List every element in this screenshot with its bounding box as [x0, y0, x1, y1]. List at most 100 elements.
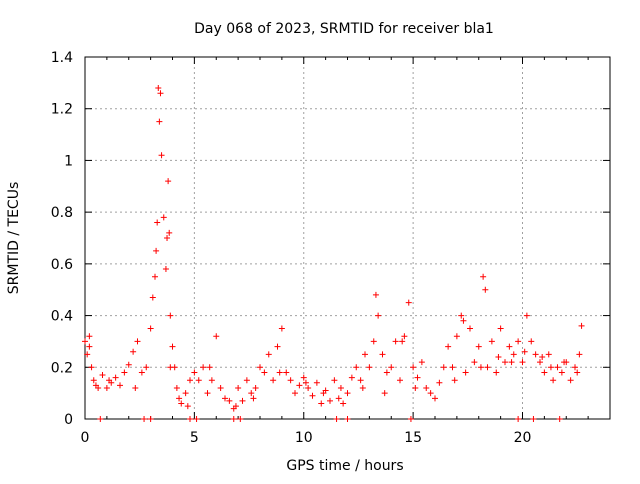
data-point — [213, 333, 220, 340]
data-point — [97, 416, 104, 422]
data-point — [475, 343, 482, 350]
data-point — [521, 348, 528, 355]
data-point — [541, 369, 548, 376]
data-point — [103, 384, 110, 391]
data-point — [86, 343, 93, 350]
data-point — [162, 266, 169, 273]
data-point — [318, 400, 325, 407]
data-point — [250, 395, 257, 402]
data-point — [399, 338, 406, 345]
data-point — [270, 377, 277, 384]
data-point — [423, 384, 430, 391]
data-point — [471, 359, 478, 366]
points-layer — [82, 85, 585, 422]
data-point — [440, 364, 447, 371]
data-point — [187, 416, 193, 422]
data-point — [388, 364, 395, 371]
data-point — [86, 333, 93, 340]
data-point — [467, 325, 473, 332]
x-tick-label: 0 — [81, 430, 90, 446]
data-point — [84, 351, 91, 358]
data-point — [462, 369, 469, 376]
x-tick-label: 10 — [295, 430, 313, 446]
data-point — [550, 377, 557, 384]
data-point — [167, 364, 174, 371]
data-point — [160, 214, 167, 221]
data-point — [436, 379, 443, 386]
data-point — [405, 299, 412, 306]
data-point — [305, 384, 312, 391]
data-point — [165, 178, 172, 185]
data-point — [574, 369, 581, 376]
data-point — [556, 416, 563, 422]
data-point — [121, 369, 128, 376]
data-point — [375, 312, 382, 319]
data-point — [204, 390, 211, 397]
data-point — [320, 390, 327, 397]
data-point — [578, 322, 585, 329]
data-point — [480, 273, 487, 280]
data-point — [558, 369, 565, 376]
data-point — [576, 351, 583, 358]
data-point — [460, 317, 467, 324]
data-point — [309, 392, 316, 399]
data-point — [99, 372, 106, 379]
data-point — [506, 343, 513, 350]
data-point — [401, 333, 408, 340]
data-point — [261, 369, 268, 376]
data-point — [169, 343, 176, 350]
data-point — [88, 364, 95, 371]
data-point — [407, 416, 414, 422]
data-point — [257, 364, 263, 371]
data-point — [191, 369, 198, 376]
data-point — [381, 390, 388, 397]
data-point — [166, 229, 173, 236]
y-tick-label: 0.2 — [51, 360, 73, 376]
data-point — [362, 351, 368, 358]
data-point — [418, 359, 425, 366]
data-point — [167, 312, 174, 319]
data-point — [292, 390, 298, 397]
data-point — [138, 369, 145, 376]
data-point — [302, 379, 309, 386]
y-tick-label: 0.8 — [51, 205, 73, 221]
data-point — [532, 351, 539, 358]
data-point — [530, 416, 537, 422]
data-point — [222, 395, 228, 402]
x-tick-label: 5 — [190, 430, 199, 446]
data-point — [412, 384, 419, 391]
data-point — [366, 364, 373, 371]
y-tick-label: 0.6 — [51, 257, 73, 273]
data-point — [451, 377, 458, 384]
data-point — [410, 364, 417, 371]
data-point — [333, 416, 340, 422]
data-point — [125, 361, 132, 368]
data-point — [152, 273, 158, 280]
data-point — [547, 364, 554, 371]
data-point — [193, 416, 200, 422]
data-point — [154, 219, 161, 226]
data-point — [528, 338, 535, 345]
tick-layer: 0 5 10 15 20 0 0.2 0.4 0.6 0.8 1 1.2 1.4 — [51, 50, 611, 446]
data-point — [449, 364, 456, 371]
data-point — [340, 400, 347, 407]
data-point — [445, 343, 452, 350]
data-point — [90, 377, 97, 384]
data-point — [187, 377, 193, 384]
data-point — [337, 384, 344, 391]
data-point — [147, 325, 154, 332]
data-point — [164, 235, 171, 241]
data-point — [235, 384, 242, 391]
data-point — [243, 377, 250, 384]
data-point — [508, 359, 515, 366]
data-point — [484, 364, 491, 371]
data-point — [482, 286, 489, 293]
data-point — [392, 338, 399, 345]
data-point — [158, 152, 165, 159]
data-point — [208, 377, 215, 384]
data-point — [182, 390, 189, 397]
data-point — [567, 377, 574, 384]
data-point — [82, 338, 88, 345]
data-point — [523, 312, 530, 319]
